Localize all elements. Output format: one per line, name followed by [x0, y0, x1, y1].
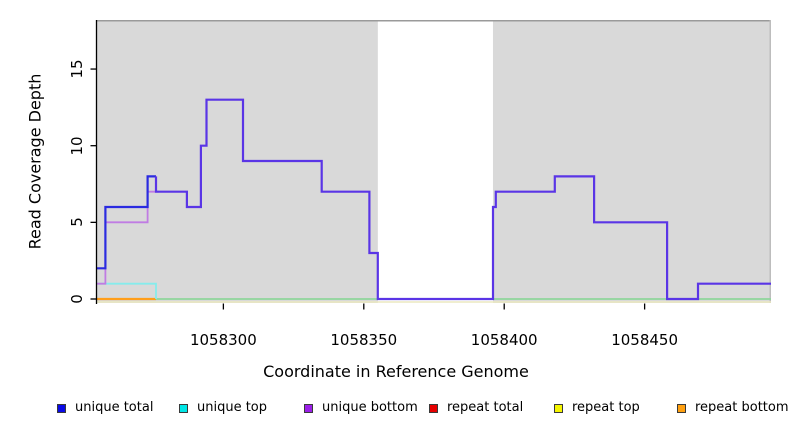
legend-swatch-repeat-bottom: [677, 403, 686, 413]
y-tick-label-15: 15: [68, 59, 86, 79]
series-unique-total-line: [97, 175, 156, 270]
legend-swatch-unique-top: [179, 403, 188, 413]
legend-item-unique-top: unique top: [179, 399, 267, 417]
series-unique-top-line: [97, 282, 157, 299]
y-axis-title: Read Coverage Depth: [25, 73, 45, 250]
legend-item-repeat-bottom: repeat bottom: [677, 399, 789, 417]
x-tick-label-1058350: 1058350: [330, 331, 398, 349]
x-axis-title: Coordinate in Reference Genome: [263, 362, 529, 381]
legend-swatch-repeat-total: [429, 403, 438, 413]
series-unique-bottom-line: [97, 190, 159, 285]
y-tick-label-0: 0: [68, 294, 86, 304]
legend-swatch-unique-total: [57, 403, 66, 413]
legend-label: unique top: [197, 400, 268, 415]
x-tick-label-1058450: 1058450: [611, 331, 679, 349]
legend-label: unique total: [75, 400, 154, 415]
legend-item-repeat-total: repeat total: [429, 399, 523, 417]
legend-label: repeat bottom: [695, 400, 789, 415]
x-tick-label-1058400: 1058400: [470, 331, 538, 349]
chart-legend: unique total unique top unique bottom repea…: [0, 399, 792, 419]
legend-label: repeat total: [447, 400, 524, 415]
legend-item-repeat-top: repeat top: [554, 399, 640, 417]
legend-item-unique-bottom: unique bottom: [304, 399, 418, 417]
y-tick-label-5: 5: [68, 217, 86, 228]
legend-swatch-repeat-top: [554, 403, 563, 413]
x-tick-label-1058300: 1058300: [189, 331, 257, 349]
coverage-gap-region: [377, 21, 493, 303]
legend-item-unique-total: unique total: [57, 399, 153, 417]
legend-swatch-unique-bottom: [304, 403, 313, 413]
y-tick-label-10: 10: [68, 136, 86, 156]
legend-label: repeat top: [572, 400, 640, 415]
legend-label: unique bottom: [322, 400, 418, 415]
series-unique-total-line: [154, 98, 771, 301]
